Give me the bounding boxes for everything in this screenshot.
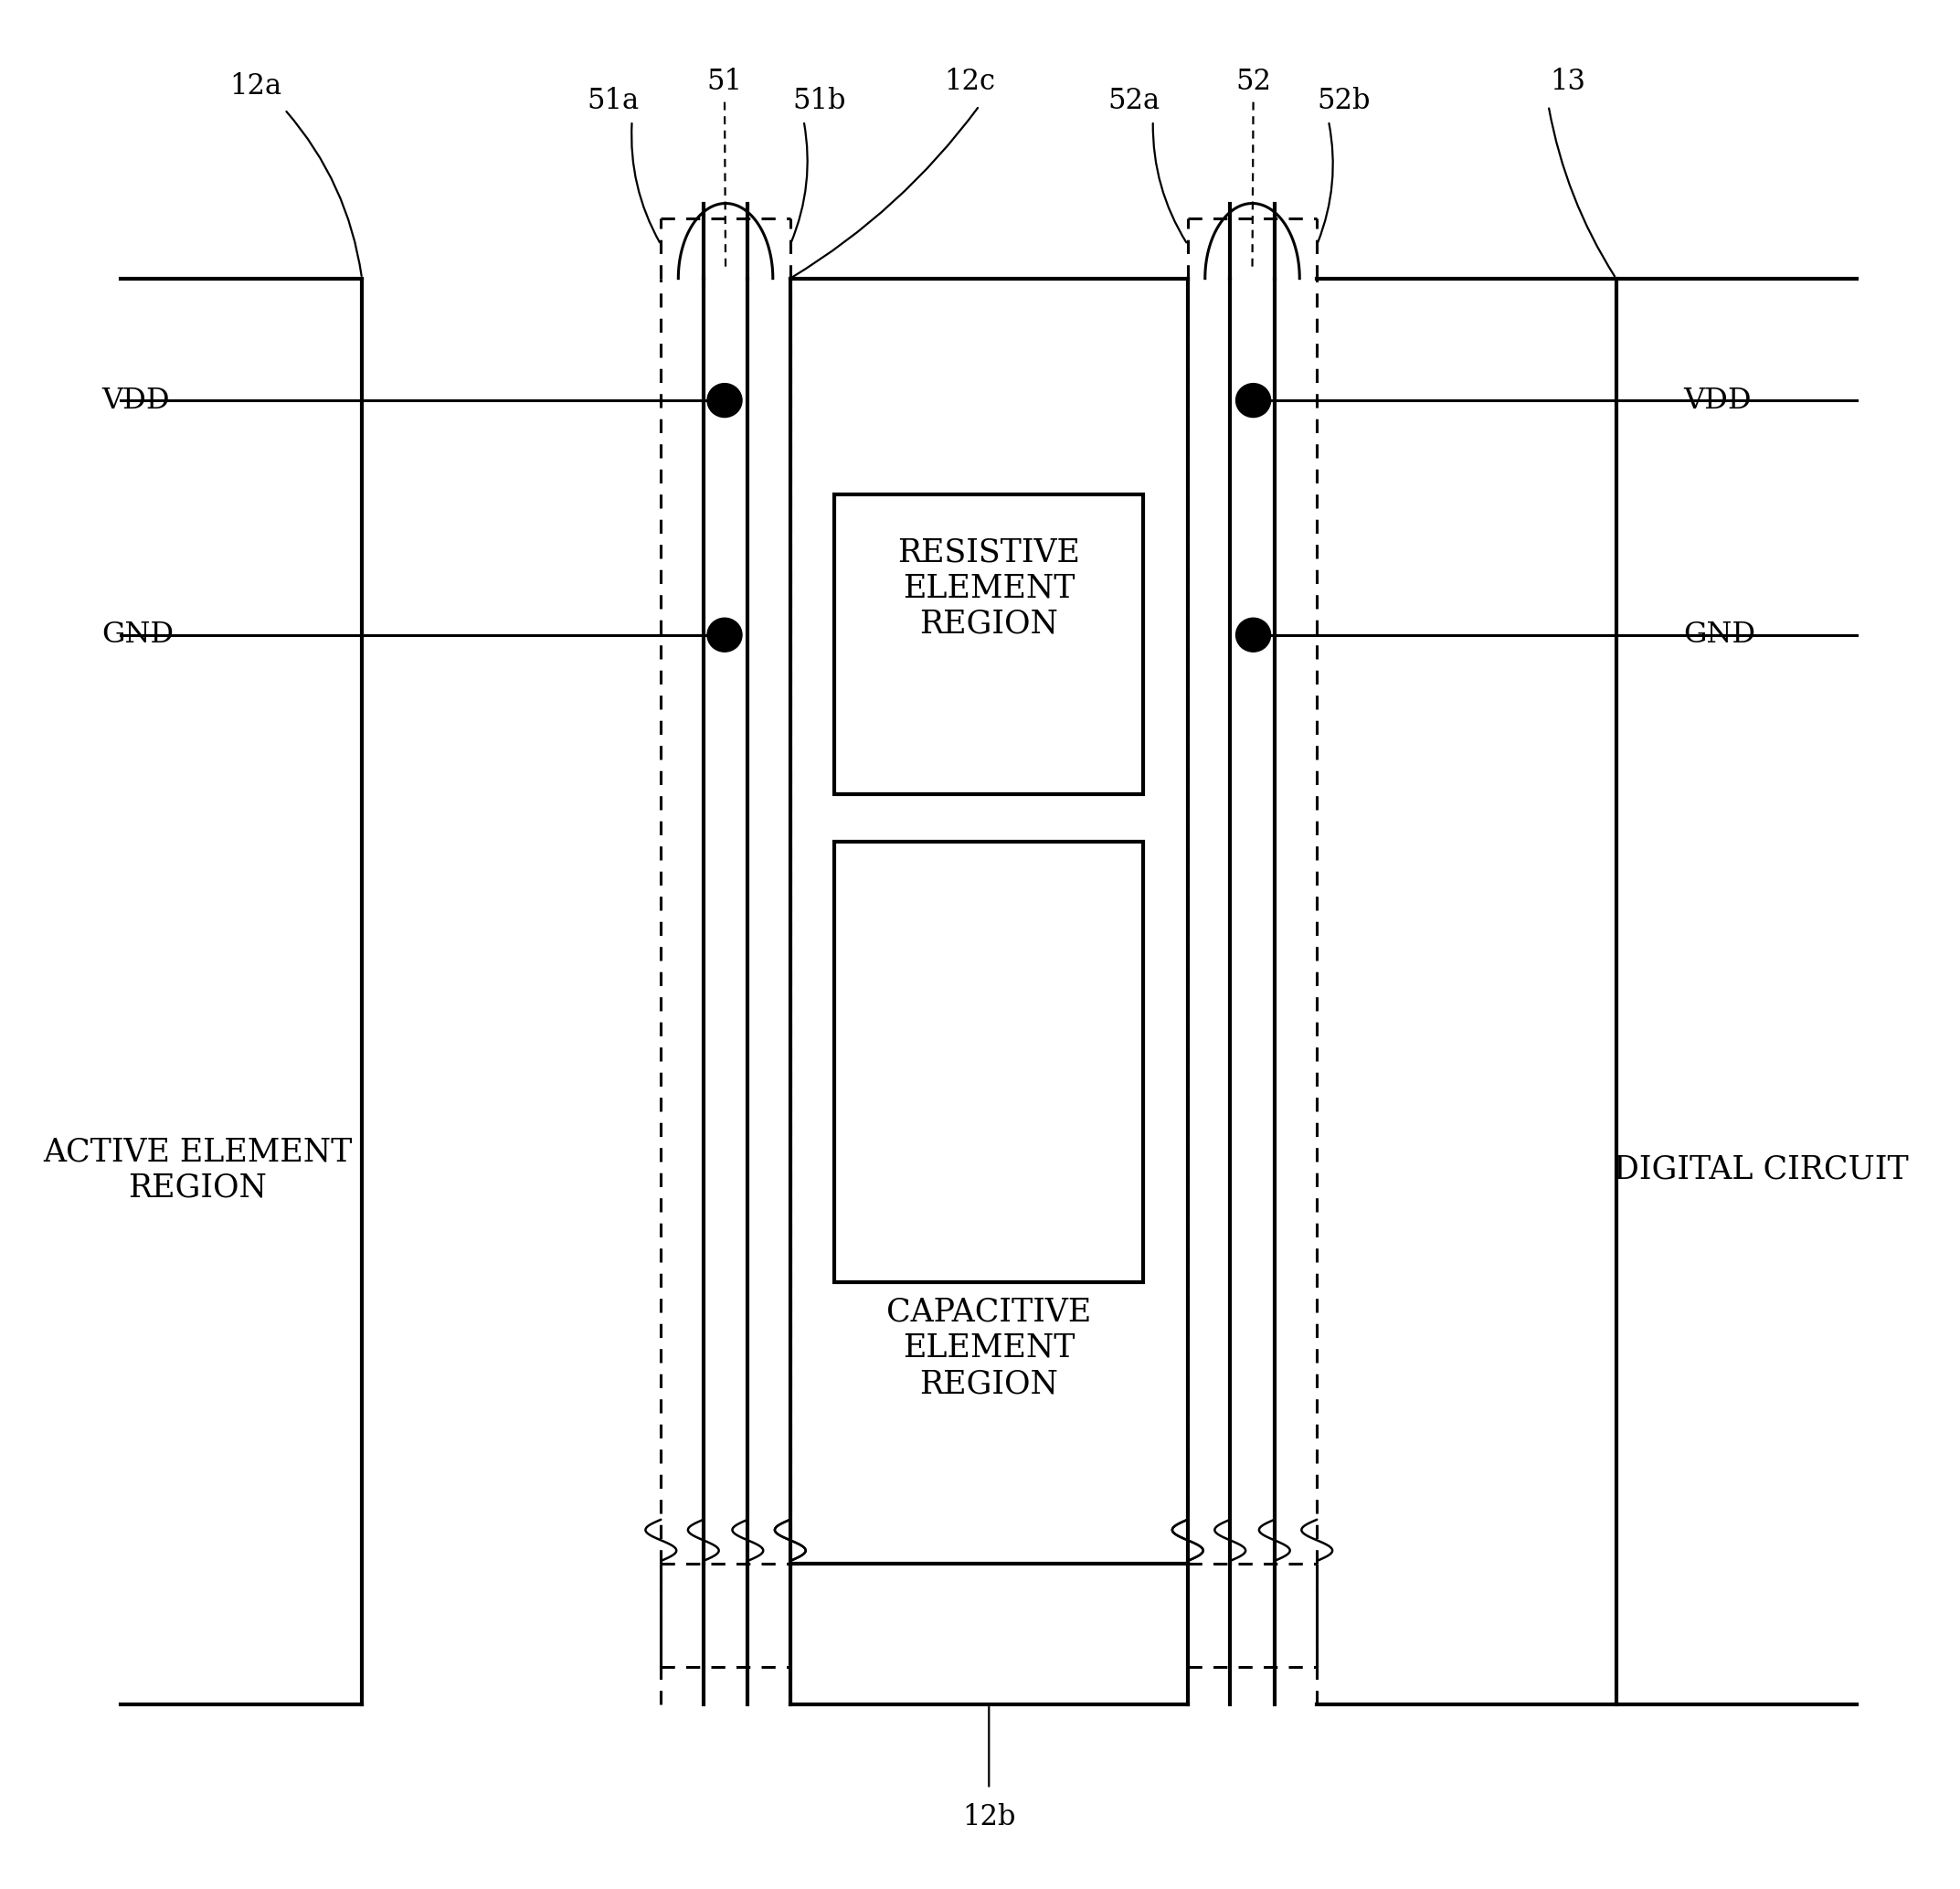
Circle shape (708, 383, 743, 417)
Text: DIGITAL CIRCUIT: DIGITAL CIRCUIT (1613, 1154, 1909, 1184)
Text: 51: 51 (708, 68, 743, 96)
Bar (835, 495, 1143, 795)
Text: 13: 13 (1550, 68, 1586, 96)
Circle shape (1237, 618, 1270, 652)
Circle shape (1237, 383, 1270, 417)
Text: VDD: VDD (1684, 385, 1752, 414)
Circle shape (708, 618, 743, 652)
Text: CAPACITIVE
ELEMENT
REGION: CAPACITIVE ELEMENT REGION (886, 1296, 1092, 1400)
Text: 12a: 12a (229, 72, 282, 100)
Text: 52: 52 (1235, 68, 1272, 96)
Text: ACTIVE ELEMENT
REGION: ACTIVE ELEMENT REGION (43, 1135, 353, 1203)
Text: GND: GND (102, 621, 174, 650)
Text: GND: GND (1684, 621, 1756, 650)
Bar (835, 841, 1143, 1283)
Text: 12c: 12c (945, 68, 996, 96)
Text: VDD: VDD (102, 385, 171, 414)
Text: 12b: 12b (962, 1802, 1015, 1830)
Text: 51b: 51b (792, 87, 847, 115)
Text: RESISTIVE
ELEMENT
REGION: RESISTIVE ELEMENT REGION (898, 536, 1080, 640)
Text: 51a: 51a (586, 87, 639, 115)
Text: 52b: 52b (1317, 87, 1370, 115)
Text: 52a: 52a (1107, 87, 1160, 115)
